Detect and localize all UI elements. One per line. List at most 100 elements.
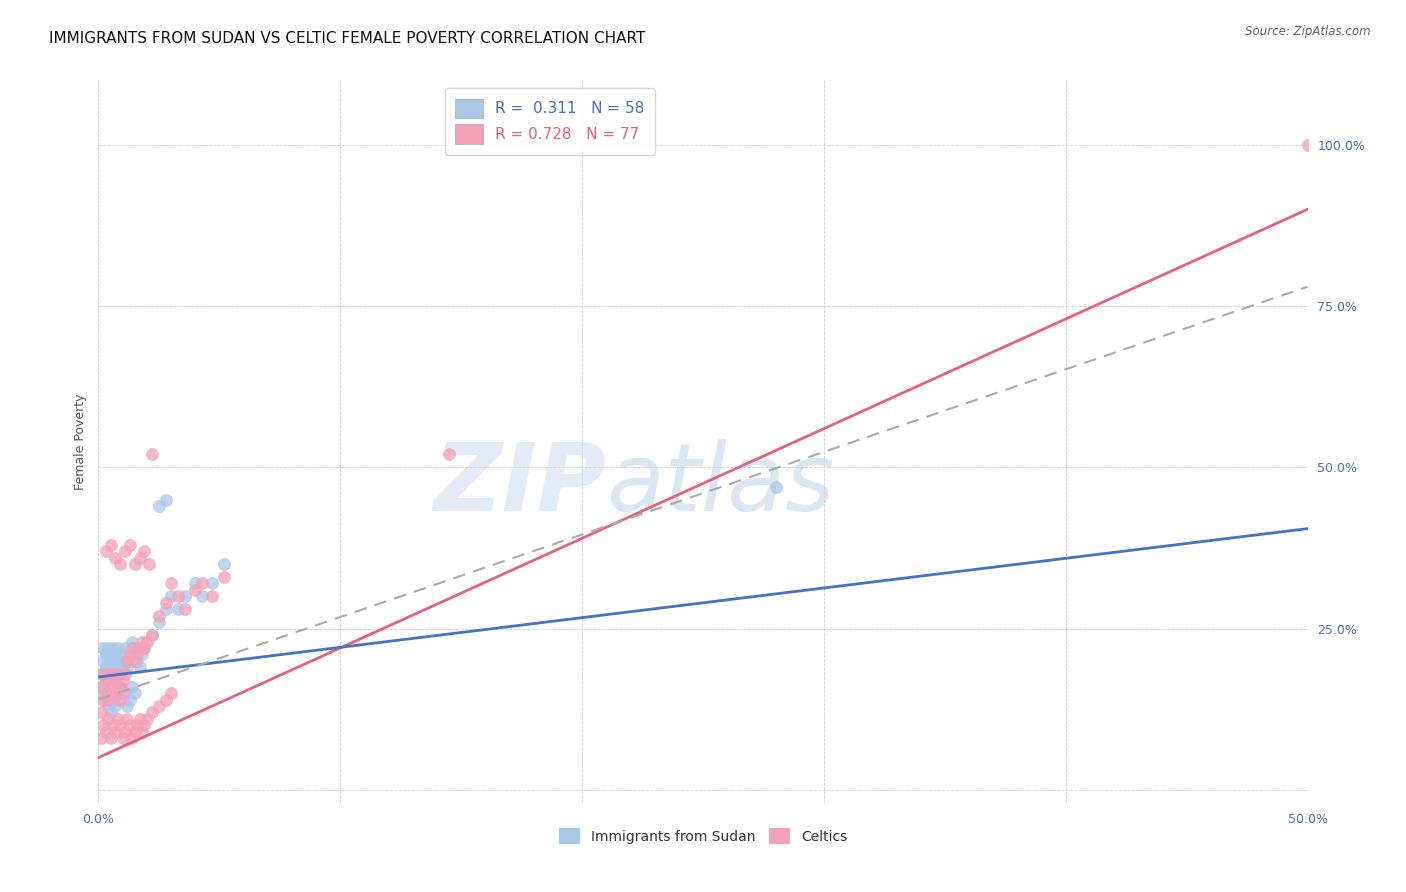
- Point: [114, 654, 136, 668]
- Point: [107, 680, 129, 694]
- Point: [212, 570, 235, 584]
- Point: [184, 582, 207, 597]
- Y-axis label: Female Poverty: Female Poverty: [75, 393, 87, 490]
- Point: [104, 648, 127, 662]
- Point: [91, 680, 114, 694]
- Point: [201, 576, 224, 591]
- Point: [134, 640, 156, 655]
- Point: [131, 634, 153, 648]
- Point: [114, 640, 136, 655]
- Point: [127, 654, 149, 668]
- Point: [131, 648, 153, 662]
- Point: [104, 660, 127, 674]
- Point: [97, 692, 120, 706]
- Point: [160, 590, 183, 604]
- Point: [94, 724, 117, 739]
- Point: [111, 660, 134, 674]
- Point: [114, 686, 136, 700]
- Point: [111, 686, 134, 700]
- Point: [212, 557, 235, 571]
- Point: [107, 654, 129, 668]
- Point: [94, 673, 117, 688]
- Point: [124, 640, 146, 655]
- Point: [160, 686, 183, 700]
- Point: [91, 718, 114, 732]
- Point: [135, 634, 157, 648]
- Point: [148, 615, 170, 630]
- Point: [108, 680, 131, 694]
- Point: [184, 576, 207, 591]
- Legend: Immigrants from Sudan, Celtics: Immigrants from Sudan, Celtics: [553, 823, 853, 850]
- Point: [135, 634, 157, 648]
- Point: [100, 673, 122, 688]
- Point: [128, 712, 150, 726]
- Point: [101, 640, 124, 655]
- Point: [437, 447, 460, 461]
- Point: [101, 692, 124, 706]
- Point: [100, 686, 122, 700]
- Point: [100, 538, 122, 552]
- Point: [94, 544, 117, 558]
- Point: [135, 712, 157, 726]
- Point: [1296, 137, 1319, 152]
- Point: [90, 706, 112, 720]
- Point: [100, 648, 122, 662]
- Point: [138, 557, 160, 571]
- Point: [155, 602, 177, 616]
- Text: ZIP: ZIP: [433, 439, 606, 531]
- Point: [174, 590, 197, 604]
- Point: [97, 666, 120, 681]
- Point: [765, 480, 787, 494]
- Point: [141, 447, 163, 461]
- Point: [160, 576, 183, 591]
- Point: [104, 724, 127, 739]
- Point: [90, 731, 112, 746]
- Point: [91, 666, 114, 681]
- Point: [118, 718, 141, 732]
- Point: [107, 712, 129, 726]
- Point: [121, 634, 143, 648]
- Point: [148, 608, 170, 623]
- Point: [94, 686, 117, 700]
- Point: [104, 699, 127, 714]
- Point: [117, 712, 139, 726]
- Point: [94, 648, 117, 662]
- Point: [117, 654, 139, 668]
- Point: [117, 699, 139, 714]
- Point: [104, 673, 127, 688]
- Point: [118, 692, 141, 706]
- Point: [107, 686, 129, 700]
- Point: [127, 718, 149, 732]
- Point: [101, 680, 124, 694]
- Point: [141, 706, 163, 720]
- Point: [100, 660, 122, 674]
- Point: [141, 628, 163, 642]
- Point: [127, 648, 149, 662]
- Point: [134, 718, 156, 732]
- Point: [124, 654, 146, 668]
- Point: [128, 550, 150, 565]
- Point: [111, 648, 134, 662]
- Point: [167, 602, 190, 616]
- Point: [111, 673, 134, 688]
- Point: [91, 692, 114, 706]
- Point: [174, 602, 197, 616]
- Text: IMMIGRANTS FROM SUDAN VS CELTIC FEMALE POVERTY CORRELATION CHART: IMMIGRANTS FROM SUDAN VS CELTIC FEMALE P…: [49, 31, 645, 46]
- Point: [121, 640, 143, 655]
- Point: [108, 654, 131, 668]
- Point: [114, 666, 136, 681]
- Point: [111, 731, 134, 746]
- Point: [108, 680, 131, 694]
- Point: [104, 686, 127, 700]
- Point: [124, 557, 146, 571]
- Point: [167, 590, 190, 604]
- Point: [108, 666, 131, 681]
- Point: [148, 499, 170, 513]
- Point: [121, 731, 143, 746]
- Point: [134, 544, 156, 558]
- Text: atlas: atlas: [606, 440, 835, 531]
- Point: [97, 712, 120, 726]
- Point: [108, 692, 131, 706]
- Point: [118, 648, 141, 662]
- Point: [97, 654, 120, 668]
